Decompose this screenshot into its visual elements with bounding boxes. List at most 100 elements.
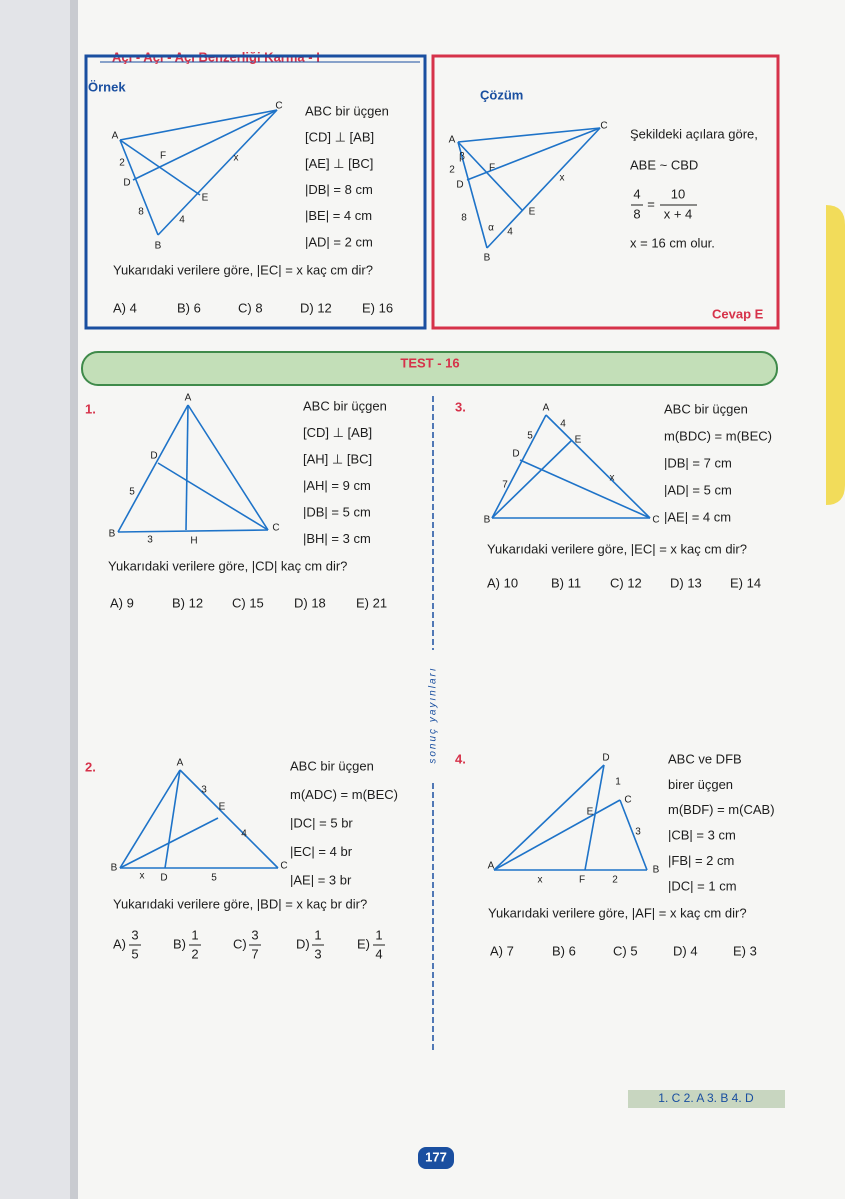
figure-label: x [538, 875, 543, 886]
option: B) 11 [551, 575, 581, 590]
figure-label: E [587, 807, 594, 818]
given-line: |AE| = 3 br [290, 872, 352, 887]
figure-label: D [123, 178, 130, 189]
figure-label: B [109, 529, 116, 540]
option: C) 12 [610, 575, 642, 590]
divider-gap [426, 650, 440, 780]
given-line: ABC bir üçgen [290, 758, 374, 773]
equals: = [647, 196, 655, 211]
question-number: 1. [85, 401, 96, 416]
option: A) 10 [487, 575, 518, 590]
question-number: 3. [455, 399, 466, 414]
option-numerator: 1 [191, 927, 198, 942]
given-line: [CD] ⊥ [AB] [305, 130, 374, 145]
solution-line: ABE ~ CBD [630, 157, 698, 172]
figure: A C B D E F 2 8 4 x β α [449, 121, 608, 264]
figure-label: E [219, 802, 226, 813]
figure-line [491, 414, 547, 519]
figure-label: 5 [527, 431, 533, 442]
figure-label: x [610, 473, 615, 484]
given-line: [AE] ⊥ [BC] [305, 156, 373, 171]
figure: A B C D E4 5 7 x [484, 403, 660, 526]
given-line: |AD| = 2 cm [305, 234, 373, 249]
test-title: TEST - 16 [400, 355, 459, 370]
figure-label: H [190, 536, 197, 547]
figure-label: 5 [129, 487, 135, 498]
figure-label: A [177, 758, 184, 769]
figure-label: α [488, 223, 494, 234]
figure-line [117, 404, 189, 533]
publisher: sonuç yayınları [428, 666, 439, 763]
figure-label: 3 [147, 535, 153, 546]
question: Yukarıdaki verilere göre, |CD| kaç cm di… [108, 558, 347, 573]
figure-label: 7 [502, 480, 508, 491]
option: C) 5 [613, 943, 638, 958]
answer: Cevap E [712, 306, 764, 321]
given-line: |CB| = 3 cm [668, 828, 736, 843]
figure-label: β [459, 152, 465, 163]
given-line: [AH] ⊥ [BC] [303, 451, 372, 466]
option: E) 14 [730, 575, 761, 590]
question: Yukarıdaki verilere göre, |EC| = x kaç c… [487, 541, 747, 556]
figure-label: 4 [179, 215, 185, 226]
given-line: ABC bir üçgen [305, 103, 389, 118]
figure-label: A [543, 403, 550, 414]
given-line: ABC bir üçgen [664, 401, 748, 416]
option: E) 21 [356, 595, 387, 610]
figure-label: 4 [507, 227, 513, 238]
option: D) 4 [673, 943, 698, 958]
figure-label: F [489, 163, 495, 174]
question-number: 2. [85, 759, 96, 774]
question-number: 4. [455, 751, 466, 766]
given-line: m(BDF) = m(CAB) [668, 802, 775, 817]
given-line: [CD] ⊥ [AB] [303, 425, 372, 440]
figure-line [491, 439, 573, 519]
given-line: m(BDC) = m(BEC) [664, 428, 772, 443]
figure-line [119, 139, 201, 196]
answer-key: 1. C 2. A 3. B 4. D [658, 1091, 754, 1105]
figure-label: C [275, 101, 282, 112]
given-line: |AH| = 9 cm [303, 478, 371, 493]
example-label: Örnek [88, 79, 126, 94]
figure-label: x [140, 871, 145, 882]
figure-label: 4 [241, 829, 247, 840]
figure-line [119, 109, 278, 141]
figure-line [185, 404, 189, 531]
option-denominator: 2 [191, 946, 198, 961]
given-line: |FB| = 2 cm [668, 853, 734, 868]
option-numerator: 3 [251, 927, 258, 942]
figure-label: A [185, 393, 192, 404]
option-numerator: 3 [131, 927, 138, 942]
test-banner [81, 351, 778, 386]
solution-box [431, 54, 780, 330]
option-denominator: 7 [251, 946, 258, 961]
fraction-num: 4 [633, 186, 640, 201]
page-number: 177 [425, 1149, 447, 1164]
given-line: |BH| = 3 cm [303, 531, 371, 546]
figure-label: x [234, 153, 239, 164]
figure-line [457, 127, 601, 143]
figure-label: 1 [615, 777, 621, 788]
option: B) 6 [177, 300, 201, 315]
option-label: E) [357, 936, 370, 951]
given-line: birer üçgen [668, 777, 733, 792]
figure-line [584, 764, 605, 871]
option: A) 7 [490, 943, 514, 958]
option: A) 9 [110, 595, 134, 610]
figure-line [117, 529, 269, 533]
given-line: |DC| = 5 br [290, 815, 353, 830]
given-line: |AE| = 4 cm [664, 509, 731, 524]
figure-label: D [150, 451, 157, 462]
figure-label: D [160, 873, 167, 884]
figure-label: 2 [119, 158, 125, 169]
figure-line [157, 462, 269, 531]
option: A) 4 [113, 300, 137, 315]
fraction-den: x + 4 [664, 206, 693, 221]
figure-line [457, 141, 488, 249]
given-line: ABC bir üçgen [303, 398, 387, 413]
figure-label: D [512, 449, 519, 460]
figure: A D B H C 5 3 [109, 393, 280, 547]
figure-label: B [155, 241, 162, 252]
figure: D C E A F Bx 2 3 1 [488, 753, 660, 886]
